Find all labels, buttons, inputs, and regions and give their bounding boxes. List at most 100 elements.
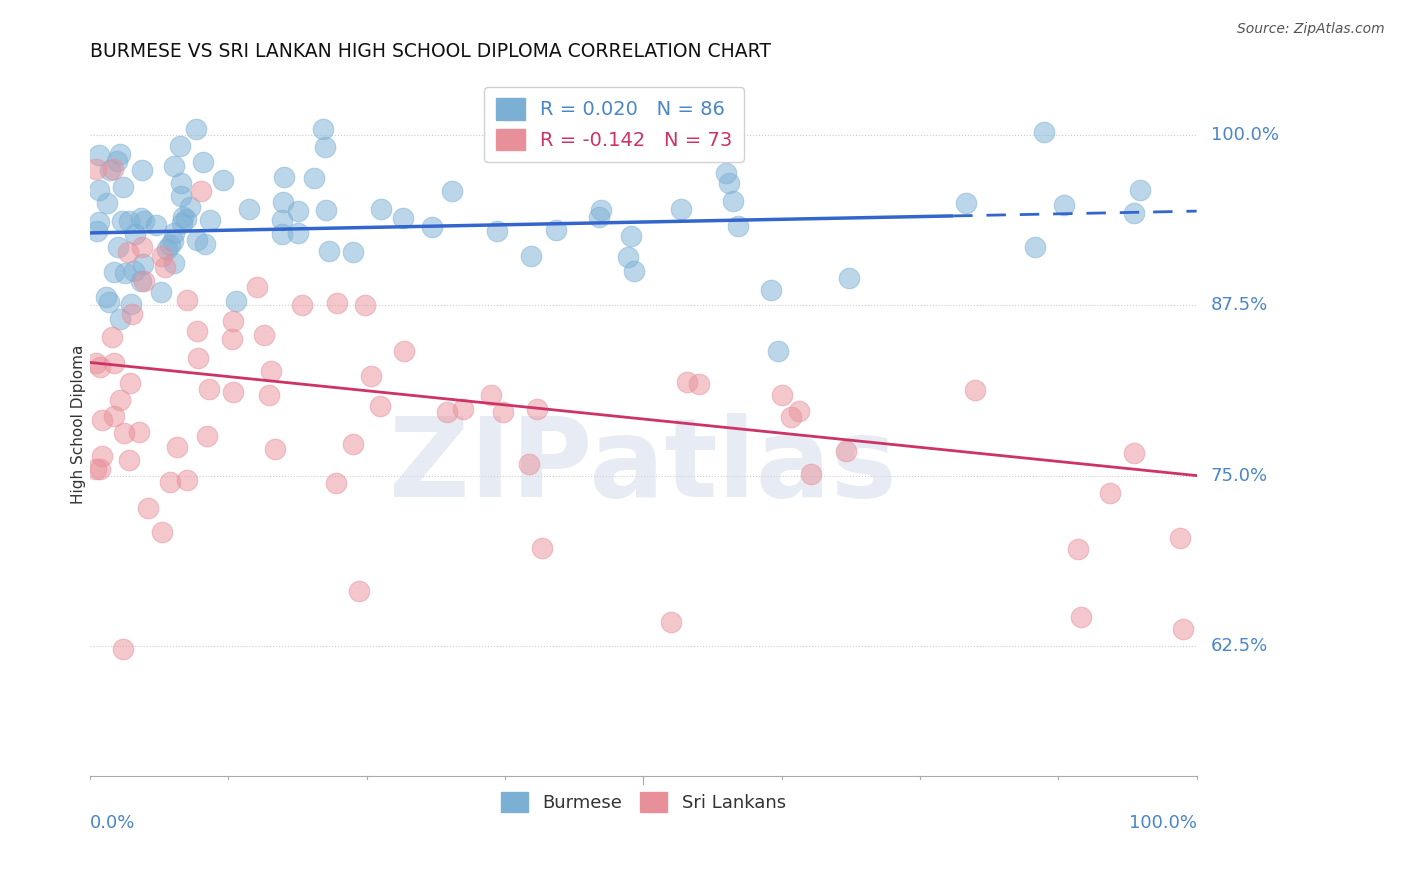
- Burmese: [1053, 198, 1076, 212]
- Sri Lankans: [121, 307, 143, 321]
- Sri Lankans: [103, 409, 125, 423]
- Sri Lankans: [370, 399, 392, 413]
- Burmese: [271, 212, 294, 227]
- Sri Lankans: [136, 501, 159, 516]
- Sri Lankans: [780, 409, 803, 424]
- Burmese: [169, 139, 191, 153]
- Sri Lankans: [84, 161, 107, 176]
- Sri Lankans: [195, 429, 218, 443]
- Sri Lankans: [326, 296, 349, 310]
- Sri Lankans: [84, 462, 107, 476]
- Sri Lankans: [789, 404, 811, 418]
- Burmese: [318, 244, 340, 259]
- Burmese: [727, 219, 749, 233]
- Sri Lankans: [100, 330, 122, 344]
- Burmese: [716, 166, 738, 180]
- Sri Lankans: [246, 279, 269, 293]
- Sri Lankans: [186, 324, 208, 338]
- Burmese: [837, 271, 859, 285]
- Burmese: [124, 227, 146, 241]
- Burmese: [186, 233, 208, 247]
- Sri Lankans: [176, 473, 198, 487]
- Sri Lankans: [342, 437, 364, 451]
- Burmese: [179, 200, 201, 214]
- Burmese: [287, 203, 309, 218]
- Burmese: [721, 194, 744, 208]
- Sri Lankans: [222, 314, 245, 328]
- Burmese: [420, 219, 443, 234]
- Burmese: [271, 227, 294, 241]
- Burmese: [86, 224, 108, 238]
- Text: ZIPatlas: ZIPatlas: [389, 413, 897, 520]
- Text: 75.0%: 75.0%: [1211, 467, 1268, 484]
- Sri Lankans: [108, 392, 131, 407]
- Sri Lankans: [89, 360, 111, 375]
- Sri Lankans: [347, 583, 370, 598]
- Sri Lankans: [676, 375, 699, 389]
- Sri Lankans: [132, 274, 155, 288]
- Burmese: [225, 293, 247, 308]
- Sri Lankans: [517, 458, 540, 472]
- Burmese: [120, 297, 142, 311]
- Burmese: [370, 202, 392, 216]
- Burmese: [302, 170, 325, 185]
- Sri Lankans: [353, 298, 375, 312]
- Sri Lankans: [436, 405, 458, 419]
- Burmese: [1123, 206, 1146, 220]
- Burmese: [155, 243, 177, 257]
- Burmese: [544, 223, 567, 237]
- Text: 62.5%: 62.5%: [1211, 637, 1268, 655]
- Burmese: [620, 229, 643, 244]
- Burmese: [163, 256, 186, 270]
- Burmese: [392, 211, 415, 226]
- Burmese: [110, 147, 132, 161]
- Sri Lankans: [187, 351, 209, 365]
- Text: 0.0%: 0.0%: [90, 814, 135, 832]
- Sri Lankans: [530, 541, 553, 556]
- Burmese: [163, 159, 186, 173]
- Burmese: [111, 179, 134, 194]
- Burmese: [212, 173, 235, 187]
- Burmese: [184, 122, 207, 136]
- Burmese: [162, 226, 184, 240]
- Burmese: [193, 155, 215, 169]
- Burmese: [588, 211, 610, 225]
- Burmese: [131, 256, 153, 270]
- Sri Lankans: [84, 356, 107, 370]
- Burmese: [194, 237, 217, 252]
- Sri Lankans: [91, 412, 114, 426]
- Sri Lankans: [112, 641, 135, 656]
- Sri Lankans: [103, 161, 125, 176]
- Burmese: [440, 184, 463, 198]
- Sri Lankans: [257, 388, 280, 402]
- Burmese: [669, 202, 692, 216]
- Burmese: [238, 202, 260, 216]
- Burmese: [94, 290, 117, 304]
- Sri Lankans: [103, 355, 125, 369]
- Burmese: [87, 214, 110, 228]
- Sri Lankans: [128, 425, 150, 439]
- Sri Lankans: [479, 388, 502, 402]
- Burmese: [766, 344, 789, 359]
- Burmese: [315, 202, 337, 217]
- Sri Lankans: [90, 449, 112, 463]
- Sri Lankans: [800, 467, 823, 482]
- Sri Lankans: [131, 240, 153, 254]
- Sri Lankans: [770, 388, 793, 402]
- Sri Lankans: [835, 444, 858, 458]
- Text: 100.0%: 100.0%: [1211, 126, 1278, 144]
- Sri Lankans: [253, 328, 276, 343]
- Sri Lankans: [153, 260, 176, 274]
- Burmese: [617, 250, 640, 264]
- Sri Lankans: [198, 383, 221, 397]
- Sri Lankans: [492, 405, 515, 419]
- Burmese: [107, 240, 129, 254]
- Sri Lankans: [1070, 610, 1092, 624]
- Burmese: [159, 238, 181, 252]
- Sri Lankans: [264, 442, 287, 456]
- Sri Lankans: [117, 453, 139, 467]
- Burmese: [1032, 125, 1054, 139]
- Burmese: [129, 274, 152, 288]
- Sri Lankans: [965, 384, 987, 398]
- Sri Lankans: [260, 364, 283, 378]
